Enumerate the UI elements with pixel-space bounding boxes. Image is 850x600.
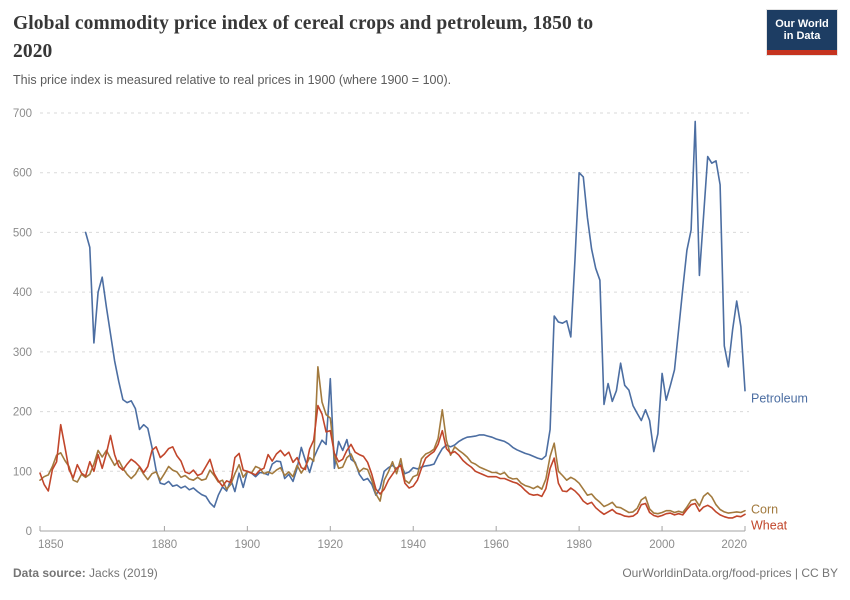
y-axis-label-500: 500 — [13, 227, 32, 239]
series-line-corn[interactable] — [39, 365, 746, 515]
series-line-wheat[interactable] — [39, 404, 746, 519]
chart-header: Global commodity price index of cereal c… — [13, 10, 837, 87]
chart-footer: Data source: Jacks (2019) OurWorldinData… — [13, 566, 838, 580]
y-axis-label-700: 700 — [13, 108, 32, 120]
chart-title-line1: Global commodity price index of cereal c… — [13, 13, 594, 34]
x-axis-label-2000: 2000 — [649, 539, 675, 551]
x-axis-label-2020: 2020 — [721, 539, 747, 551]
price-index-line-chart[interactable]: 0 100 200 300 400 500 600 700 1850 1880 1900 1920 19… — [0, 0, 850, 560]
x-axis-label-1960: 1960 — [483, 539, 509, 551]
series-label-petroleum: Petroleum — [751, 392, 808, 406]
y-axis-label-100: 100 — [13, 466, 32, 478]
y-axis-label-600: 600 — [13, 168, 32, 180]
x-axis-label-1900: 1900 — [235, 539, 261, 551]
owid-credit-link[interactable]: OurWorldinData.org/food-prices | CC BY — [622, 566, 838, 580]
series-label-corn: Corn — [751, 503, 778, 517]
data-source-label: Data source: — [13, 566, 86, 580]
y-axis-label-0: 0 — [26, 526, 32, 538]
chart-title: Global commodity price index of cereal c… — [13, 10, 758, 66]
owid-logo[interactable]: Our World in Data — [767, 10, 837, 55]
x-axis-label-1980: 1980 — [566, 539, 592, 551]
data-source-value: Jacks (2019) — [89, 566, 158, 580]
x-axis-label-1940: 1940 — [400, 539, 426, 551]
y-axis-label-400: 400 — [13, 287, 32, 299]
x-axis-label-1920: 1920 — [317, 539, 343, 551]
series-label-wheat: Wheat — [751, 518, 788, 532]
data-source-note: Data source: Jacks (2019) — [13, 566, 158, 580]
y-axis-label-300: 300 — [13, 347, 32, 359]
series-line-petroleum[interactable] — [84, 120, 746, 508]
owid-logo-line1: Our World — [775, 17, 829, 30]
owid-logo-line2: in Data — [783, 30, 821, 42]
y-axis-label-200: 200 — [13, 407, 32, 419]
x-axis-label-1850: 1850 — [38, 539, 64, 551]
chart-subtitle: This price index is measured relative to… — [13, 73, 452, 87]
x-axis-label-1880: 1880 — [152, 539, 178, 551]
chart-title-line2: 2020 — [13, 41, 53, 62]
